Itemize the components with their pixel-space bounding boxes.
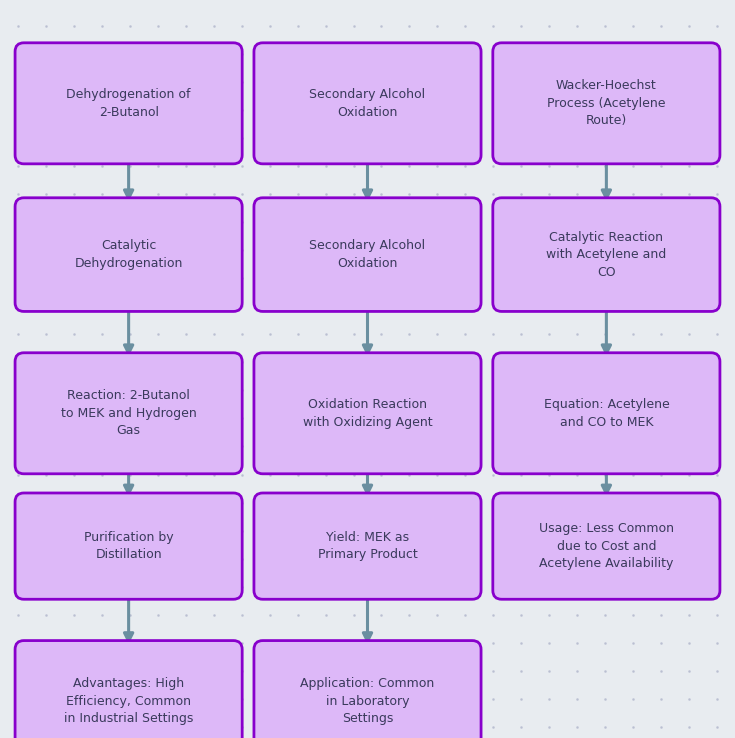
Text: Oxidation Reaction
with Oxidizing Agent: Oxidation Reaction with Oxidizing Agent: [303, 398, 432, 429]
Text: Catalytic Reaction
with Acetylene and
CO: Catalytic Reaction with Acetylene and CO: [546, 230, 667, 279]
Text: Reaction: 2-Butanol
to MEK and Hydrogen
Gas: Reaction: 2-Butanol to MEK and Hydrogen …: [61, 389, 196, 438]
FancyBboxPatch shape: [15, 43, 242, 164]
FancyBboxPatch shape: [15, 493, 242, 599]
FancyBboxPatch shape: [492, 353, 720, 474]
Text: Equation: Acetylene
and CO to MEK: Equation: Acetylene and CO to MEK: [543, 398, 670, 429]
Text: Application: Common
in Laboratory
Settings: Application: Common in Laboratory Settin…: [301, 677, 434, 725]
FancyBboxPatch shape: [254, 641, 481, 738]
Text: Dehydrogenation of
2-Butanol: Dehydrogenation of 2-Butanol: [66, 88, 191, 119]
Text: Secondary Alcohol
Oxidation: Secondary Alcohol Oxidation: [309, 88, 426, 119]
Text: Secondary Alcohol
Oxidation: Secondary Alcohol Oxidation: [309, 239, 426, 270]
FancyBboxPatch shape: [254, 493, 481, 599]
FancyBboxPatch shape: [15, 353, 242, 474]
FancyBboxPatch shape: [15, 198, 242, 311]
Text: Usage: Less Common
due to Cost and
Acetylene Availability: Usage: Less Common due to Cost and Acety…: [539, 522, 674, 570]
FancyBboxPatch shape: [492, 493, 720, 599]
Text: Advantages: High
Efficiency, Common
in Industrial Settings: Advantages: High Efficiency, Common in I…: [64, 677, 193, 725]
FancyBboxPatch shape: [254, 198, 481, 311]
FancyBboxPatch shape: [254, 353, 481, 474]
FancyBboxPatch shape: [15, 641, 242, 738]
FancyBboxPatch shape: [254, 43, 481, 164]
Text: Catalytic
Dehydrogenation: Catalytic Dehydrogenation: [74, 239, 183, 270]
Text: Purification by
Distillation: Purification by Distillation: [84, 531, 173, 562]
FancyBboxPatch shape: [492, 43, 720, 164]
Text: Wacker-Hoechst
Process (Acetylene
Route): Wacker-Hoechst Process (Acetylene Route): [547, 79, 666, 128]
Text: Yield: MEK as
Primary Product: Yield: MEK as Primary Product: [318, 531, 417, 562]
FancyBboxPatch shape: [492, 198, 720, 311]
